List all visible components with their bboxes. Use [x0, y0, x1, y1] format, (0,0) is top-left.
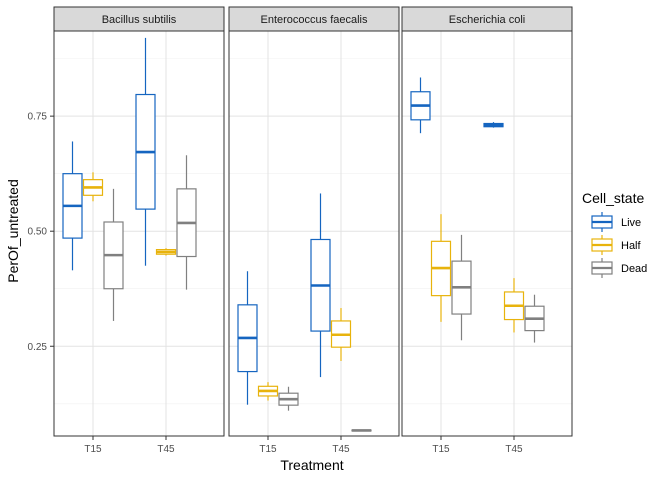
facet-strip-label: Enterococcus faecalis [261, 14, 368, 26]
panel-background [229, 31, 399, 436]
box-half-t45 [155, 248, 177, 256]
facet-strip [401, 6, 573, 32]
box-half-t15 [257, 382, 279, 401]
box-half-t15 [430, 214, 452, 322]
y-tick-label: 0.25 [28, 342, 48, 353]
x-tick-label: T45 [157, 444, 175, 455]
legend-label: Dead [621, 263, 647, 275]
box-dead-t15 [451, 234, 472, 341]
facet-strip-label: Escherichia coli [449, 14, 525, 26]
x-tick-label: T45 [332, 444, 350, 455]
facet-strip [228, 6, 400, 32]
facet-strip-label: Bacillus subtilis [102, 14, 177, 26]
box-live-t45 [135, 37, 156, 266]
y-axis: 0.25 0.50 0.75 [28, 112, 54, 353]
legend-label: Live [621, 217, 641, 229]
x-tick-label: T15 [259, 444, 277, 455]
facet-panel-escherichia-coli: Escherichia coli T15 T45 [401, 6, 573, 455]
box-dead-t45 [176, 155, 197, 290]
box-half-t15 [82, 172, 104, 202]
box-live-t15 [410, 77, 431, 134]
legend-label: Half [621, 240, 642, 252]
facet-panel-enterococcus-faecalis: Enterococcus faecalis T15 T45 [228, 6, 400, 455]
box-live-t45 [310, 193, 331, 378]
legend-title: Cell_state [582, 190, 644, 206]
box-live-t45 [483, 122, 504, 128]
box-half-t45 [330, 308, 352, 361]
box-half-t45 [503, 278, 525, 333]
facet-strip [53, 6, 225, 32]
legend-item-half: Half [591, 235, 642, 255]
box-dead-t15 [103, 188, 124, 321]
x-tick-label: T15 [84, 444, 102, 455]
y-tick-label: 0.75 [28, 112, 48, 123]
facet-panel-bacillus-subtilis: Bacillus subtilis T15 T45 [53, 6, 225, 455]
box-dead-t45 [524, 294, 545, 343]
box-dead-t15 [278, 386, 299, 411]
box-dead-t45 [351, 429, 372, 432]
legend-item-dead: Dead [591, 258, 647, 278]
legend-item-live: Live [591, 212, 641, 232]
box-live-t15 [62, 141, 83, 271]
x-tick-label: T15 [432, 444, 450, 455]
x-axis-title: Treatment [280, 457, 343, 473]
y-axis-title: PerOf_untreated [5, 179, 21, 283]
box-live-t15 [237, 271, 258, 405]
legend: Cell_state Live Half Dead [582, 190, 647, 278]
x-tick-label: T45 [505, 444, 523, 455]
y-tick-label: 0.50 [28, 227, 48, 238]
